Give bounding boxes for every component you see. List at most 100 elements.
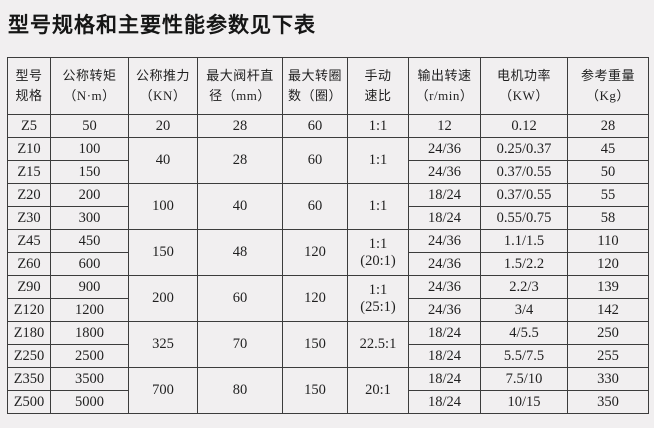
table-cell: 350	[567, 390, 649, 414]
table-cell: 450	[50, 229, 129, 253]
table-cell: 900	[50, 275, 129, 299]
table-cell: 80	[197, 367, 283, 414]
table-cell: 150	[50, 160, 129, 184]
table-cell: 60	[282, 114, 348, 138]
table-cell: 0.55/0.75	[480, 206, 568, 230]
table-cell: 18/24	[408, 183, 481, 207]
table-cell: 255	[567, 344, 649, 368]
table-cell: 150	[282, 321, 348, 368]
table-row: Z250 2500 18/24 5.5/7.5 255	[7, 344, 649, 368]
header-model-spec: 型号 规格	[7, 57, 51, 115]
table-cell: 28	[567, 114, 649, 138]
table-cell: Z20	[7, 183, 51, 207]
table-cell: 1.1/1.5	[480, 229, 568, 253]
page-title: 型号规格和主要性能参数见下表	[8, 14, 316, 37]
table-cell: 3500	[50, 367, 129, 391]
table-cell: Z500	[7, 390, 51, 414]
table-cell: 120	[567, 252, 649, 276]
table-cell: 18/24	[408, 367, 481, 391]
table-cell: 1800	[50, 321, 129, 345]
table-row: Z180 1800 325 70 150 22.5:1 18/24 4/5.5 250	[7, 321, 649, 368]
table-cell: Z250	[7, 344, 51, 368]
table-row: Z120 1200 24/36 3/4 142	[7, 298, 649, 322]
table-cell: Z60	[7, 252, 51, 276]
table-cell: 325	[128, 321, 198, 368]
table-cell: 200	[128, 275, 198, 322]
table-cell: 20:1	[347, 367, 409, 414]
table-cell: 24/36	[408, 229, 481, 253]
table-cell: 0.12	[480, 114, 568, 138]
table-cell: 50	[567, 160, 649, 184]
table-cell: Z120	[7, 298, 51, 322]
table-cell: 110	[567, 229, 649, 253]
table-cell: 58	[567, 206, 649, 230]
table-cell: Z5	[7, 114, 51, 138]
table-cell: 300	[50, 206, 129, 230]
table-cell: 150	[128, 229, 198, 276]
table-cell: 50	[50, 114, 129, 138]
table-cell: 12	[408, 114, 481, 138]
table-cell: 139	[567, 275, 649, 299]
table-cell: 200	[50, 183, 129, 207]
table-cell: 700	[128, 367, 198, 414]
header-output-speed: 输出转速 （r/min）	[408, 57, 481, 115]
table-cell: 1:1	[347, 183, 409, 230]
table-cell: 0.25/0.37	[480, 137, 568, 161]
header-row: 型号 规格 公称转矩 （N·m） 公称推力 （KN） 最大阀杆直 径（mm） 最…	[7, 57, 649, 115]
table-cell: 20	[128, 114, 198, 138]
table-cell: 60	[282, 137, 348, 184]
table-row: Z5 50 20 28 60 1:1 12 0.12 28	[7, 114, 649, 138]
table-cell: 18/24	[408, 206, 481, 230]
table-cell: 1:1 (25:1)	[347, 275, 409, 322]
table-cell: 48	[197, 229, 283, 276]
table-cell: 2500	[50, 344, 129, 368]
table-cell: 28	[197, 114, 283, 138]
table-cell: 0.37/0.55	[480, 183, 568, 207]
header-nominal-torque: 公称转矩 （N·m）	[50, 57, 129, 115]
table-cell: 600	[50, 252, 129, 276]
table-row: Z30 300 18/24 0.55/0.75 58	[7, 206, 649, 230]
table-row: Z45 450 150 48 120 1:1 (20:1) 24/36 1.1/1.5 110	[7, 229, 649, 276]
table-cell: 45	[567, 137, 649, 161]
table-row: Z60 600 24/36 1.5/2.2 120	[7, 252, 649, 276]
table-cell: 100	[50, 137, 129, 161]
spec-table-head: 型号 规格 公称转矩 （N·m） 公称推力 （KN） 最大阀杆直 径（mm） 最…	[7, 57, 649, 115]
header-nominal-thrust: 公称推力 （KN）	[128, 57, 198, 115]
table-cell: 24/36	[408, 137, 481, 161]
table-cell: 5.5/7.5	[480, 344, 568, 368]
spec-table-body: Z5 50 20 28 60 1:1 12 0.12 28 Z10 100 40 28 60 1:1 24/3…	[7, 114, 649, 414]
table-cell: 18/24	[408, 344, 481, 368]
table-cell: Z45	[7, 229, 51, 253]
table-cell: 1:1	[347, 114, 409, 138]
table-cell: 22.5:1	[347, 321, 409, 368]
table-row: Z15 150 24/36 0.37/0.55 50	[7, 160, 649, 184]
header-reference-weight: 参考重量 （Kg）	[567, 57, 649, 115]
header-manual-ratio: 手动 速比	[347, 57, 409, 115]
table-cell: 7.5/10	[480, 367, 568, 391]
table-row: Z500 5000 18/24 10/15 350	[7, 390, 649, 414]
table-cell: 150	[282, 367, 348, 414]
table-cell: 24/36	[408, 298, 481, 322]
table-cell: 1:1	[347, 137, 409, 184]
table-cell: Z90	[7, 275, 51, 299]
table-cell: Z350	[7, 367, 51, 391]
table-cell: 40	[197, 183, 283, 230]
table-cell: 40	[128, 137, 198, 184]
table-cell: 142	[567, 298, 649, 322]
header-max-stem-diameter: 最大阀杆直 径（mm）	[197, 57, 283, 115]
header-motor-power: 电机功率 （KW）	[480, 57, 568, 115]
table-cell: 10/15	[480, 390, 568, 414]
table-row: Z20 200 100 40 60 1:1 18/24 0.37/0.55 55	[7, 183, 649, 230]
table-cell: 330	[567, 367, 649, 391]
table-cell: 18/24	[408, 321, 481, 345]
table-cell: 250	[567, 321, 649, 345]
header-max-turns: 最大转圈 数（圈）	[282, 57, 348, 115]
table-cell: 120	[282, 229, 348, 276]
table-cell: 4/5.5	[480, 321, 568, 345]
table-cell: 28	[197, 137, 283, 184]
table-cell: 0.37/0.55	[480, 160, 568, 184]
table-cell: 1200	[50, 298, 129, 322]
table-cell: 24/36	[408, 160, 481, 184]
table-cell: Z180	[7, 321, 51, 345]
